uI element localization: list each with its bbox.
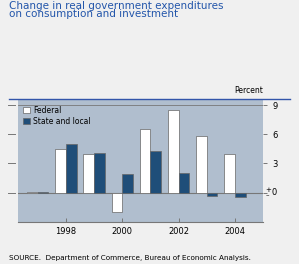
Bar bbox=[207, 193, 217, 196]
Bar bbox=[196, 136, 207, 193]
Bar bbox=[179, 173, 189, 193]
Bar bbox=[38, 192, 48, 193]
Bar bbox=[83, 154, 94, 193]
Bar bbox=[224, 154, 235, 193]
Legend: Federal, State and local: Federal, State and local bbox=[22, 104, 92, 127]
Text: SOURCE.  Department of Commerce, Bureau of Economic Analysis.: SOURCE. Department of Commerce, Bureau o… bbox=[9, 255, 251, 261]
Bar bbox=[168, 110, 179, 193]
Bar bbox=[122, 174, 133, 193]
Text: Percent: Percent bbox=[234, 87, 263, 96]
Text: Change in real government expenditures: Change in real government expenditures bbox=[9, 1, 223, 11]
Bar bbox=[112, 193, 122, 212]
Bar bbox=[66, 144, 77, 193]
Bar bbox=[150, 151, 161, 193]
Text: +: + bbox=[266, 187, 271, 193]
Text: 0: 0 bbox=[272, 188, 277, 197]
Bar bbox=[55, 149, 66, 193]
Text: –: – bbox=[266, 193, 269, 199]
Bar bbox=[27, 192, 38, 193]
Bar bbox=[140, 129, 150, 193]
Bar bbox=[235, 193, 246, 197]
Text: on consumption and investment: on consumption and investment bbox=[9, 9, 178, 19]
Bar bbox=[94, 153, 105, 193]
